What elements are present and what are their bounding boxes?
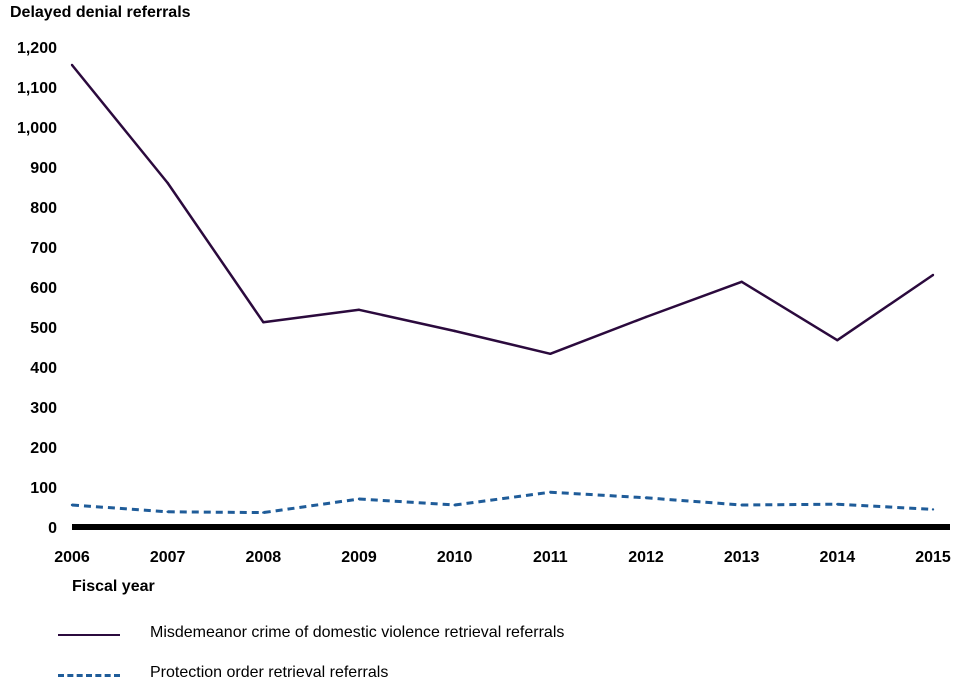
data-point-protection-order (836, 503, 839, 506)
data-point-misdemeanor (166, 181, 169, 185)
y-tick-label: 0 (48, 520, 57, 537)
x-tick-label: 2014 (820, 549, 856, 566)
y-tick-label: 1,100 (17, 80, 57, 97)
y-tick-label: 300 (30, 400, 57, 417)
data-point-protection-order (740, 503, 743, 507)
x-tick-label: 2011 (533, 549, 568, 566)
legend-label-protection-order: Protection order retrieval referrals (150, 664, 389, 681)
y-tick-label: 500 (30, 320, 57, 337)
x-tick-label: 2010 (437, 549, 473, 566)
y-tick-label: 1,200 (17, 40, 57, 57)
data-point-protection-order (166, 510, 169, 513)
legend-swatch-solid (58, 634, 120, 636)
x-tick-label: 2013 (724, 549, 760, 566)
data-point-misdemeanor (931, 273, 935, 277)
x-tick-label: 2015 (915, 549, 951, 566)
data-point-misdemeanor (453, 329, 456, 333)
data-point-misdemeanor (836, 339, 839, 342)
data-point-protection-order (357, 497, 361, 501)
y-tick-label: 1,000 (17, 120, 57, 137)
data-point-protection-order (549, 491, 552, 494)
x-tick-label: 2006 (54, 549, 90, 566)
data-point-misdemeanor (262, 321, 265, 324)
data-point-misdemeanor (357, 308, 361, 311)
series-line-protection-order (71, 490, 934, 515)
x-tick-label: 2009 (341, 549, 377, 566)
y-tick-label: 100 (30, 480, 57, 497)
y-tick-label: 700 (30, 240, 57, 257)
y-tick-label: 900 (30, 160, 57, 177)
y-axis-title: Delayed denial referrals (10, 4, 191, 21)
x-tick-label: 2007 (150, 549, 186, 566)
data-point-misdemeanor (70, 63, 74, 67)
data-point-protection-order (453, 503, 456, 507)
x-tick-label: 2008 (246, 549, 282, 566)
legend-swatch-dashed (58, 674, 120, 677)
data-point-misdemeanor (644, 315, 648, 319)
data-point-protection-order (262, 511, 265, 514)
legend-item-misdemeanor: Misdemeanor crime of domestic violence r… (58, 622, 958, 648)
legend-item-protection-order: Protection order retrieval referrals (58, 662, 958, 688)
data-point-misdemeanor (740, 280, 743, 283)
y-tick-label: 400 (30, 360, 57, 377)
y-tick-label: 200 (30, 440, 57, 457)
data-point-misdemeanor (549, 352, 552, 355)
x-axis-title: Fiscal year (72, 578, 155, 595)
data-point-protection-order (644, 496, 648, 499)
y-tick-label: 600 (30, 280, 57, 297)
data-point-protection-order (931, 508, 935, 511)
x-tick-label: 2012 (628, 549, 664, 566)
legend-label-misdemeanor: Misdemeanor crime of domestic violence r… (150, 624, 565, 641)
data-point-protection-order (70, 503, 74, 507)
series-line-misdemeanor (71, 64, 934, 356)
y-tick-label: 800 (30, 200, 57, 217)
